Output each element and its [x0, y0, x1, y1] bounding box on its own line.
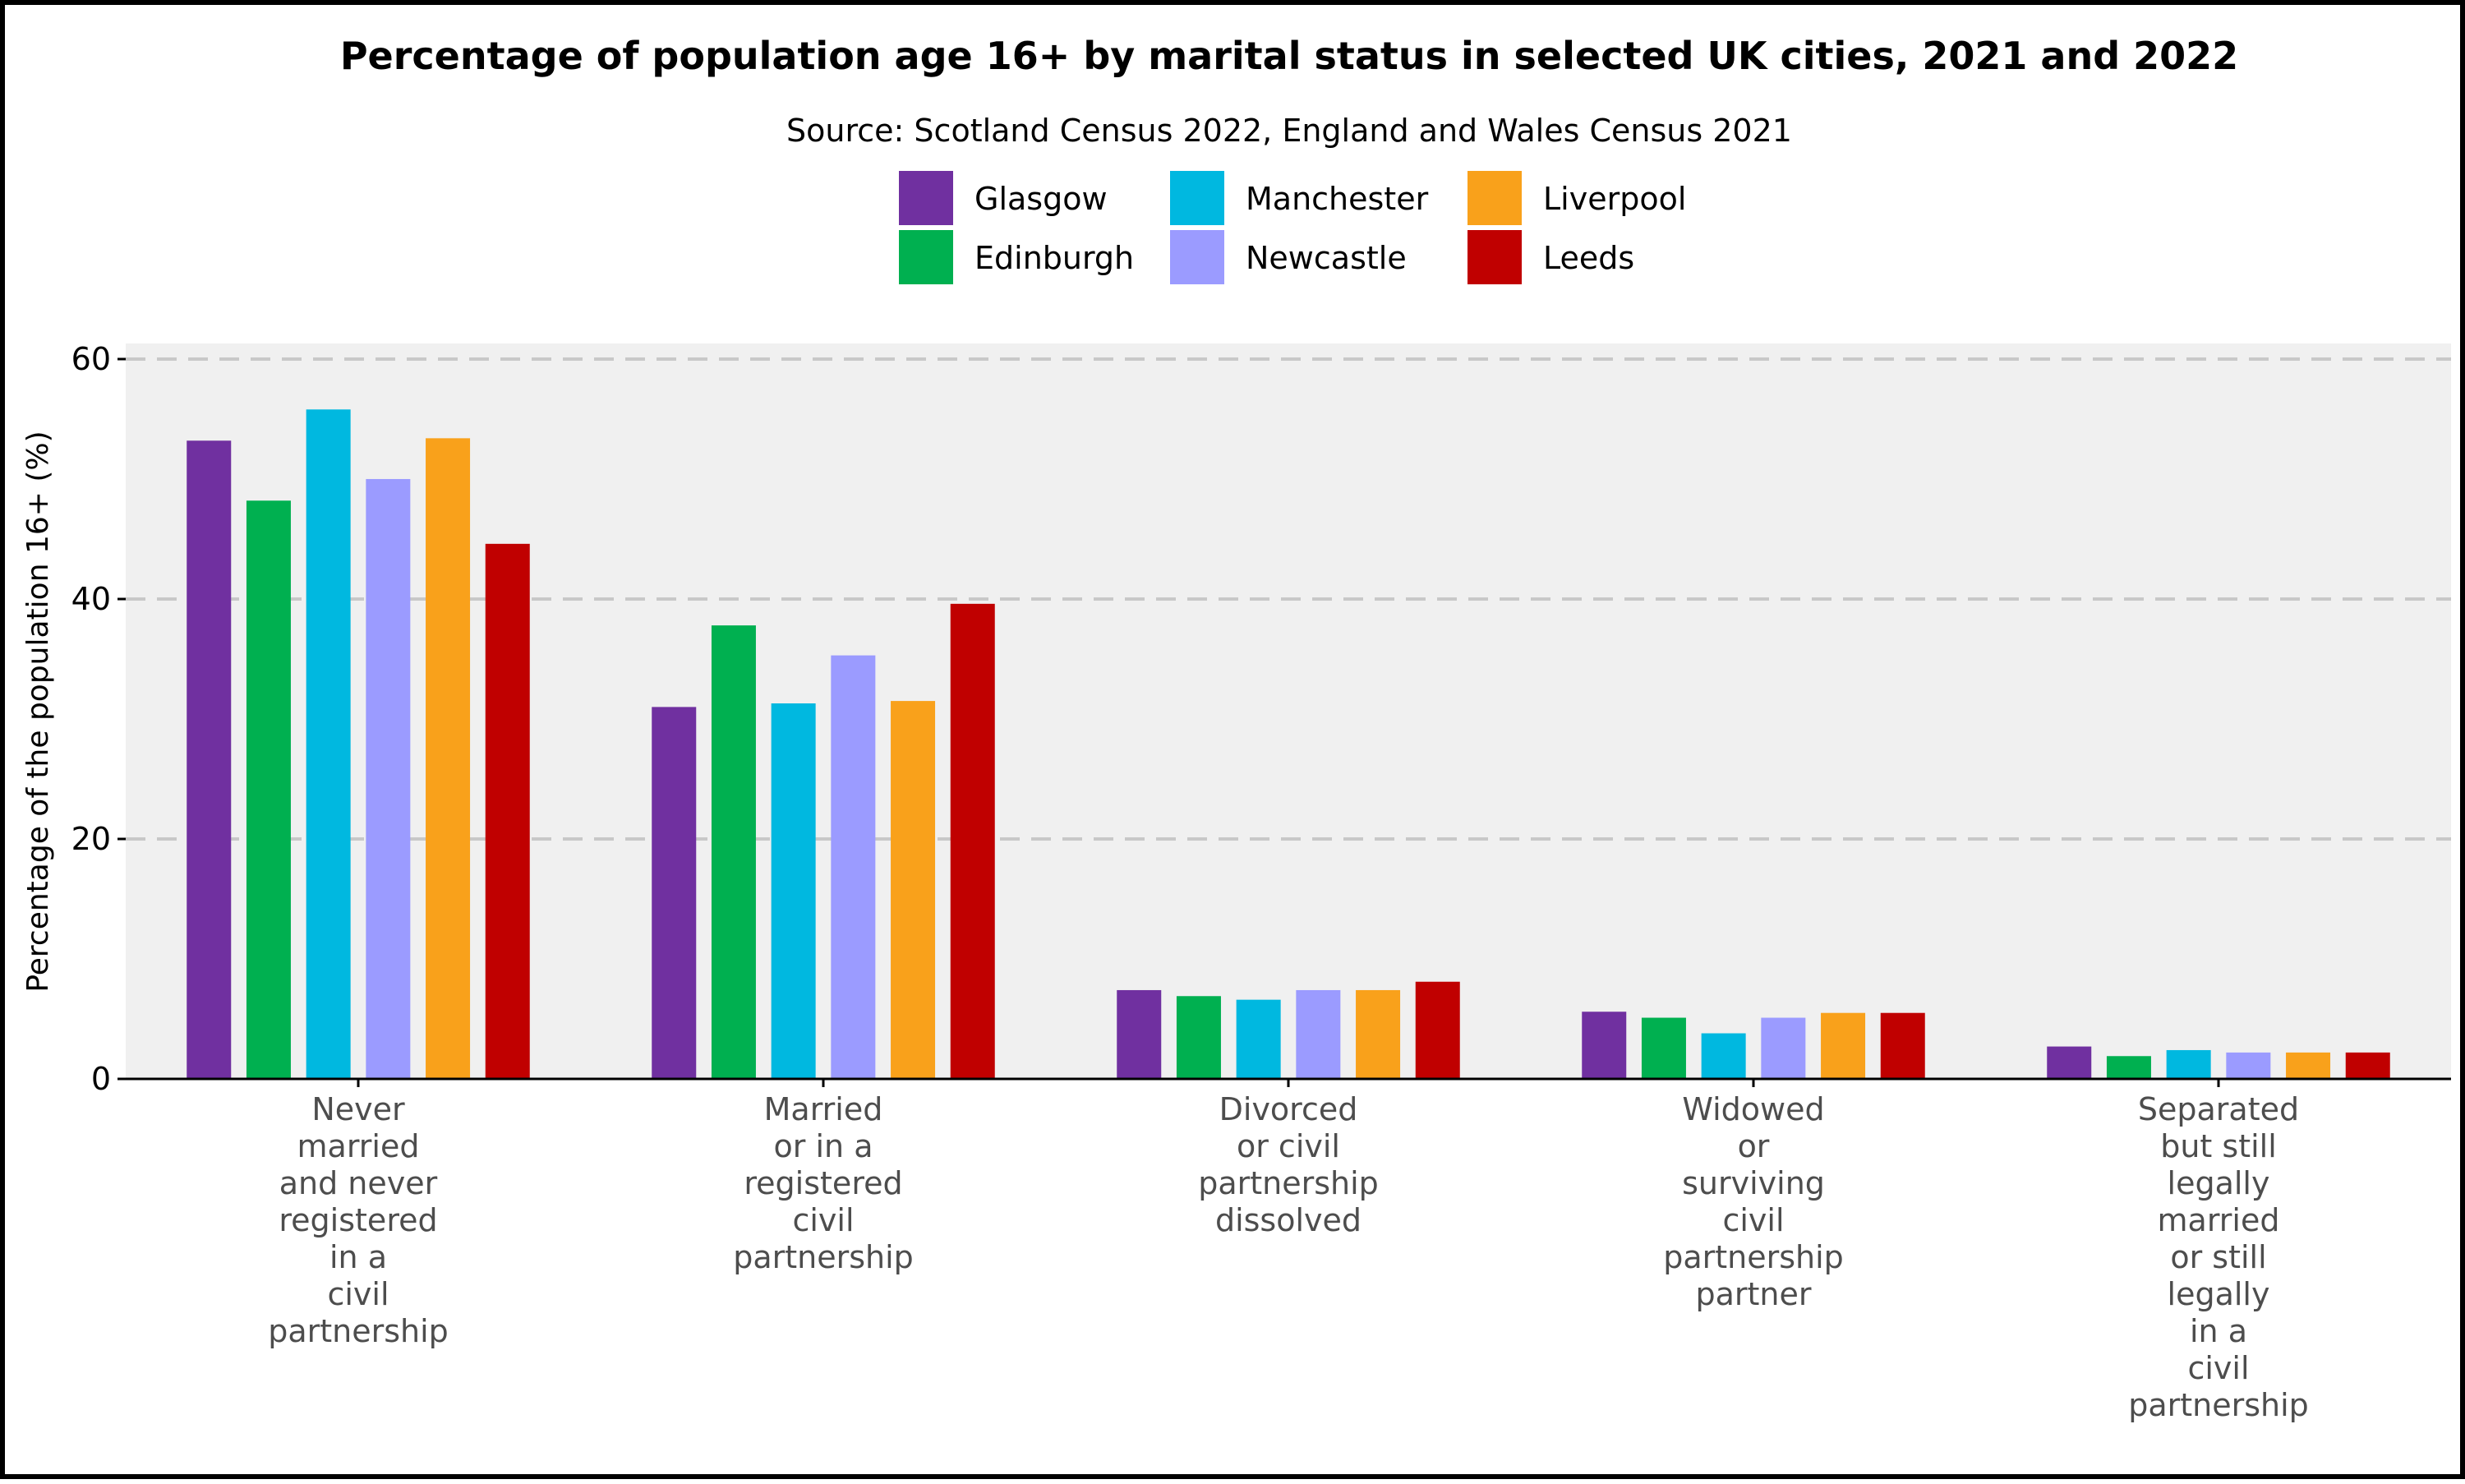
x-tick-label-line: surviving	[1682, 1165, 1825, 1201]
bar-newcastle-1	[366, 478, 411, 1079]
x-tick-label-line: or civil	[1237, 1128, 1340, 1164]
bar-edinburgh-4	[1641, 1017, 1686, 1079]
bar-glasgow-3	[1117, 989, 1162, 1079]
legend-swatch-liverpool	[1467, 171, 1522, 225]
bar-glasgow-4	[1582, 1012, 1627, 1079]
legend-swatch-edinburgh	[899, 230, 953, 284]
x-tick-label-line: partner	[1695, 1276, 1811, 1312]
x-tick-label-line: partnership	[1663, 1239, 1844, 1275]
bar-liverpool-4	[1821, 1012, 1866, 1079]
bar-leeds-2	[950, 603, 995, 1079]
x-tick-label-line: civil	[2187, 1350, 2249, 1386]
legend-label-glasgow: Glasgow	[974, 181, 1108, 217]
x-tick-label-line: civil	[1722, 1202, 1784, 1238]
x-tick-label-line: partnership	[268, 1313, 449, 1349]
x-tick-label-line: and never	[279, 1165, 438, 1201]
bar-leeds-5	[2345, 1052, 2390, 1079]
legend-label-newcastle: Newcastle	[1246, 240, 1407, 276]
bar-leeds-3	[1415, 981, 1460, 1079]
chart-subtitle: Source: Scotland Census 2022, England an…	[786, 113, 1792, 149]
bar-edinburgh-2	[711, 625, 756, 1079]
x-tick-label-line: Divorced	[1219, 1091, 1358, 1127]
legend-swatch-glasgow	[899, 171, 953, 225]
x-tick-label-line: married	[297, 1128, 420, 1164]
legend-label-manchester: Manchester	[1246, 181, 1429, 217]
x-tick-label-line: or in a	[774, 1128, 873, 1164]
bar-newcastle-5	[2226, 1052, 2271, 1079]
bar-manchester-3	[1236, 999, 1281, 1079]
legend-label-leeds: Leeds	[1543, 240, 1634, 276]
x-tick-label-line: civil	[792, 1202, 854, 1238]
y-axis-ticks: 0 20 40 60	[71, 341, 126, 1097]
x-tick-label-line: partnership	[2128, 1387, 2309, 1423]
x-tick-label-line: Never	[311, 1091, 405, 1127]
chart-title: Percentage of population age 16+ by mari…	[340, 34, 2238, 78]
bar-liverpool-2	[891, 701, 936, 1079]
bar-edinburgh-3	[1176, 996, 1221, 1079]
bar-newcastle-3	[1296, 989, 1341, 1079]
x-tick-label-line: legally	[2168, 1276, 2270, 1312]
bar-glasgow-1	[187, 440, 232, 1079]
x-tick-label-line: civil	[327, 1276, 389, 1312]
x-tick-label-line: partnership	[1198, 1165, 1379, 1201]
bar-manchester-2	[771, 703, 816, 1079]
y-axis-label: Percentage of the population 16+ (%)	[21, 431, 55, 992]
bar-manchester-4	[1701, 1033, 1746, 1079]
legend-swatch-newcastle	[1170, 230, 1224, 284]
x-tick-label: Separated but still legally married or still…	[2128, 1091, 2309, 1423]
x-tick-label: Never married and never registered in a civil…	[268, 1091, 449, 1349]
legend-label-liverpool: Liverpool	[1543, 181, 1686, 217]
x-tick-label-line: or	[1738, 1128, 1770, 1164]
legend: Glasgow Edinburgh Manchester Newcastle Liver…	[899, 171, 1686, 284]
y-tick-label: 20	[71, 821, 111, 857]
y-tick-label: 40	[71, 581, 111, 617]
bars	[187, 409, 2390, 1080]
legend-swatch-leeds	[1467, 230, 1522, 284]
x-tick-label: Married or in a registered civil partnership	[733, 1091, 914, 1275]
x-tick-label-line: Married	[764, 1091, 883, 1127]
bar-liverpool-5	[2286, 1052, 2331, 1079]
legend-label-edinburgh: Edinburgh	[974, 240, 1134, 276]
x-tick-label-line: but still	[2160, 1128, 2277, 1164]
plot-background	[126, 343, 2451, 1079]
x-axis-ticks: Never married and never registered in a civil…	[268, 1079, 2309, 1423]
bar-newcastle-4	[1761, 1017, 1806, 1079]
x-tick-label-line: dissolved	[1215, 1202, 1362, 1238]
bar-chart: Percentage of population age 16+ by mari…	[21, 34, 2451, 1423]
x-tick-label-line: partnership	[733, 1239, 914, 1275]
y-tick-label: 60	[71, 341, 111, 377]
bar-glasgow-2	[652, 707, 697, 1079]
x-tick-label-line: married	[2158, 1202, 2280, 1238]
x-tick-label-line: Separated	[2138, 1091, 2299, 1127]
bar-leeds-4	[1880, 1012, 1925, 1079]
bar-edinburgh-1	[246, 500, 291, 1079]
bar-edinburgh-5	[2106, 1056, 2151, 1079]
bar-glasgow-5	[2047, 1046, 2092, 1079]
legend-swatch-manchester	[1170, 171, 1224, 225]
bar-liverpool-1	[426, 438, 471, 1079]
x-tick-label: Widowed or surviving civil partnership partne…	[1663, 1091, 1844, 1312]
bar-manchester-1	[306, 409, 351, 1080]
x-tick-label-line: or still	[2170, 1239, 2266, 1275]
x-tick-label-line: Widowed	[1682, 1091, 1824, 1127]
x-tick-label-line: in a	[2190, 1313, 2247, 1349]
x-tick-label-line: legally	[2168, 1165, 2270, 1201]
x-tick-label: Divorced or civil partnership dissolved	[1198, 1091, 1379, 1238]
x-tick-label-line: registered	[279, 1202, 437, 1238]
bar-manchester-5	[2166, 1049, 2211, 1079]
bar-liverpool-3	[1356, 989, 1401, 1079]
bar-newcastle-2	[831, 655, 876, 1079]
y-tick-label: 0	[91, 1061, 111, 1097]
x-tick-label-line: registered	[744, 1165, 902, 1201]
bar-leeds-1	[485, 543, 530, 1079]
x-tick-label-line: in a	[329, 1239, 387, 1275]
